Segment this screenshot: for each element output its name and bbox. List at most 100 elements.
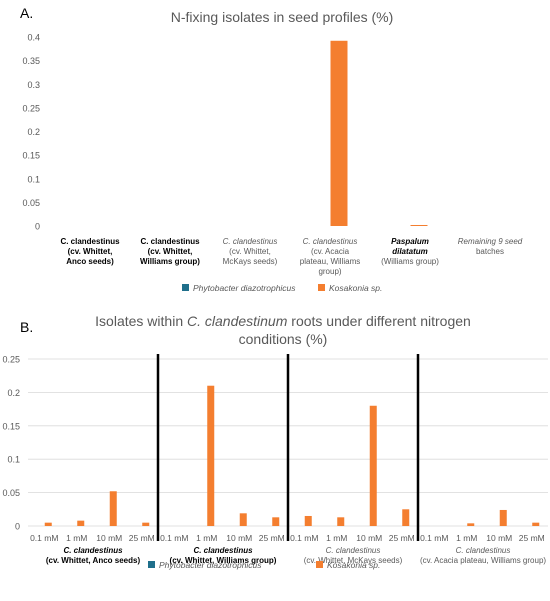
panel-a-bars xyxy=(330,40,428,226)
panel-b-label: B. xyxy=(20,319,33,335)
bar-kosakonia-7 xyxy=(272,517,280,526)
concentration-label: 25 mM xyxy=(519,533,545,543)
panel-b-title-italic: C. clandestinum xyxy=(187,313,288,329)
panel-b-title: Isolates within C. clandestinum roots un… xyxy=(95,313,471,329)
y-tick-label: 0.05 xyxy=(22,198,40,208)
legend-label-kosakonia: Kosakonia sp. xyxy=(329,283,382,293)
y-tick-label: 0 xyxy=(35,222,40,232)
bar-kosakonia-14 xyxy=(499,509,507,526)
category-label-line: Anco seeds) xyxy=(66,257,114,266)
concentration-label: 1 mM xyxy=(456,533,477,543)
y-tick-label: 0.1 xyxy=(7,455,20,465)
concentration-label: 0.1 mM xyxy=(160,533,188,543)
category-label-line: dilatatum xyxy=(392,247,428,256)
bar-kosakonia-6 xyxy=(239,513,247,526)
panel-a-legend: Phytobacter diazotrophicus Kosakonia sp. xyxy=(182,283,382,293)
legend-label-phytobacter: Phytobacter diazotrophicus xyxy=(193,283,296,293)
panel-a-y-axis: 0 0.05 0.1 0.15 0.2 0.25 0.3 0.35 0.4 xyxy=(22,33,40,232)
y-tick-label: 0 xyxy=(15,522,20,532)
panel-b-legend: Phytobacter diazotrophicus Kosakonia sp. xyxy=(148,560,380,570)
y-tick-label: 0.05 xyxy=(2,488,20,498)
y-tick-label: 0.2 xyxy=(7,388,20,398)
concentration-label: 10 mM xyxy=(226,533,252,543)
panel-a-category-labels: C. clandestinus(cv. Whittet,Anco seeds)C… xyxy=(60,237,522,276)
bar-kosakonia-1 xyxy=(77,520,85,526)
concentration-label: 1 mM xyxy=(196,533,217,543)
concentration-label: 0.1 mM xyxy=(290,533,318,543)
concentration-label: 1 mM xyxy=(66,533,87,543)
group-label-line: (cv. Whittet, McKays seeds) xyxy=(304,556,403,565)
bar-kosakonia-9 xyxy=(337,517,345,526)
category-label-line: Paspalum xyxy=(391,237,429,246)
panel-b-title-part3: roots under different nitrogen xyxy=(287,313,470,329)
concentration-label: 0.1 mM xyxy=(30,533,58,543)
legend-swatch-kosakonia xyxy=(316,561,323,568)
y-tick-label: 0.25 xyxy=(22,103,40,113)
group-label-line: C. clandestinus xyxy=(456,546,511,555)
bar-kosakonia-13 xyxy=(467,523,475,526)
y-tick-label: 0.4 xyxy=(27,33,40,43)
legend-label-phytobacter: Phytobacter diazotrophicus xyxy=(159,560,262,570)
bar-kosakonia-3 xyxy=(142,522,150,526)
y-tick-label: 0.2 xyxy=(27,127,40,137)
bar-kosakonia-0 xyxy=(44,522,52,526)
panel-b-title-line2: conditions (%) xyxy=(239,331,328,347)
concentration-label: 25 mM xyxy=(259,533,285,543)
concentration-label: 0.1 mM xyxy=(420,533,448,543)
y-tick-label: 0.1 xyxy=(27,174,40,184)
bar-kosakonia-15 xyxy=(532,522,540,526)
category-label-line: C. clandestinus xyxy=(223,237,278,246)
y-tick-label: 0.3 xyxy=(27,80,40,90)
concentration-label: 25 mM xyxy=(389,533,415,543)
panel-b-title-part1: Isolates within xyxy=(95,313,187,329)
bar-kosakonia-11 xyxy=(402,509,410,526)
bar-kosakonia-2 xyxy=(109,491,117,526)
category-label-line: (cv. Whittet, xyxy=(148,247,193,256)
concentration-label: 1 mM xyxy=(326,533,347,543)
category-label-line: C. clandestinus xyxy=(60,237,120,246)
category-label-line: C. clandestinus xyxy=(140,237,200,246)
category-label-line: McKays seeds) xyxy=(223,257,278,266)
group-label-line: (cv. Acacia plateau, Williams group) xyxy=(420,556,546,565)
y-tick-label: 0.25 xyxy=(2,355,20,365)
group-label-line: C. clandestinus xyxy=(326,546,381,555)
panel-b-group-labels: C. clandestinus(cv. Whittet, Anco seeds)… xyxy=(46,546,547,565)
legend-swatch-phytobacter xyxy=(182,284,189,291)
category-label-line: plateau, Williams xyxy=(300,257,360,266)
bar-kosakonia-5 xyxy=(207,385,215,526)
group-label-line: C. clandestinus xyxy=(193,546,253,555)
group-label-line: C. clandestinus xyxy=(63,546,123,555)
y-tick-label: 0.35 xyxy=(22,56,40,66)
category-label-line: Remaining 9 seed xyxy=(458,237,523,246)
panel-b-y-axis: 0 0.05 0.1 0.15 0.2 0.25 xyxy=(2,355,20,532)
category-label-line: Williams group) xyxy=(140,257,200,266)
category-label-line: batches xyxy=(476,247,504,256)
legend-label-kosakonia: Kosakonia sp. xyxy=(327,560,380,570)
bar-kosakonia-10 xyxy=(369,405,377,526)
y-tick-label: 0.15 xyxy=(2,421,20,431)
concentration-label: 10 mM xyxy=(356,533,382,543)
concentration-label: 10 mM xyxy=(96,533,122,543)
bar-kosakonia-3 xyxy=(330,40,348,226)
legend-swatch-phytobacter xyxy=(148,561,155,568)
panel-b-group-dividers xyxy=(156,354,420,541)
legend-swatch-kosakonia xyxy=(318,284,325,291)
concentration-label: 25 mM xyxy=(129,533,155,543)
panel-a-title: N-fixing isolates in seed profiles (%) xyxy=(171,9,394,25)
y-tick-label: 0.15 xyxy=(22,151,40,161)
category-label-line: (cv. Whittet, xyxy=(229,247,271,256)
category-label-line: group) xyxy=(318,267,341,276)
panel-b-concentration-labels: 0.1 mM 1 mM 10 mM 25 mM 0.1 mM 1 mM 10 mM 25 mM… xyxy=(30,533,545,543)
category-label-line: C. clandestinus xyxy=(303,237,358,246)
category-label-line: (Williams group) xyxy=(381,257,439,266)
panel-b-bars xyxy=(44,385,540,526)
group-label-line: (cv. Whittet, Williams group) xyxy=(170,556,277,565)
bar-kosakonia-8 xyxy=(304,515,312,526)
panel-a-label: A. xyxy=(20,5,33,21)
bar-kosakonia-4 xyxy=(410,225,428,226)
category-label-line: (cv. Whittet, xyxy=(68,247,113,256)
group-label-line: (cv. Whittet, Anco seeds) xyxy=(46,556,141,565)
concentration-label: 10 mM xyxy=(486,533,512,543)
category-label-line: (cv. Acacia xyxy=(311,247,350,256)
